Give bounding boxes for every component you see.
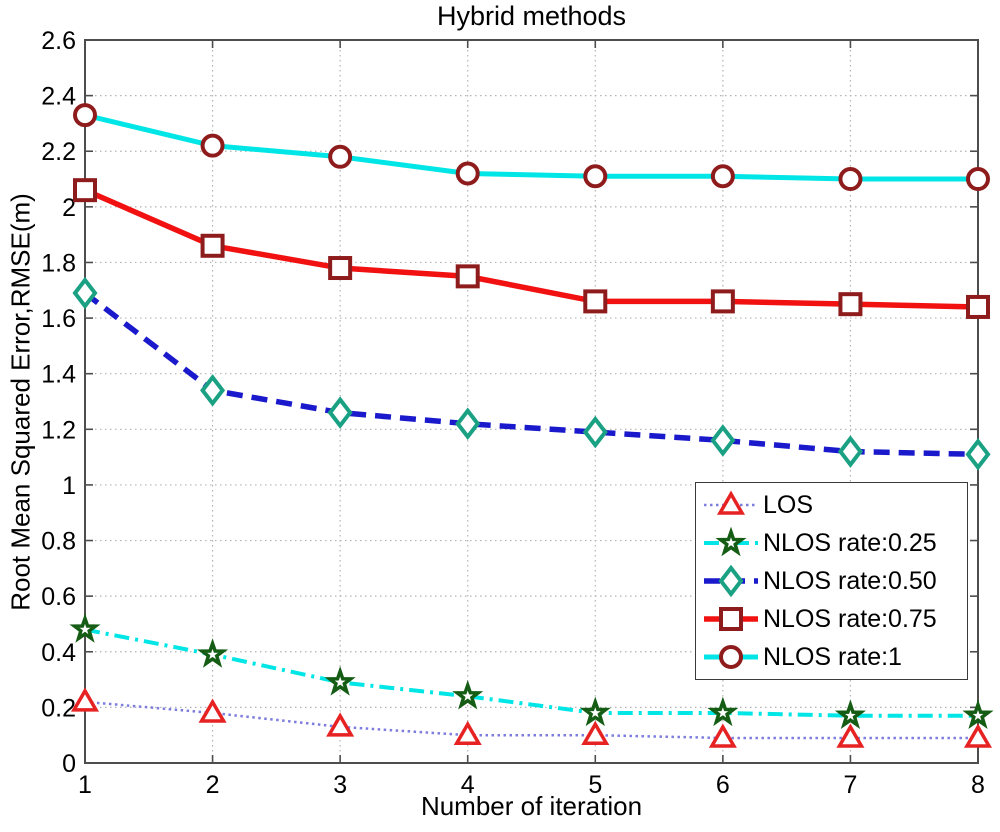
y-tick-label: 0.2 [41,694,76,722]
marker-star [834,699,866,729]
series-line-3 [83,187,979,310]
legend-sample-los-icon [704,490,758,515]
marker-star [715,526,747,557]
marker-square [719,607,743,631]
marker-square [710,289,735,314]
marker-circle [710,164,735,189]
x-tick-label: 2 [206,771,220,799]
marker-triangle [453,720,482,745]
marker-diamond [718,564,744,598]
series-line-2 [83,290,979,458]
marker-diamond [582,415,608,449]
marker-square [583,289,608,314]
marker-circle [73,103,97,128]
y-tick-label: 1 [62,472,76,500]
legend-item-nlos-1: NLOS rate:1 [702,638,967,676]
marker-circle [328,144,353,169]
y-tick-label: 1.8 [41,249,76,277]
legend-item-los: LOS [702,486,967,524]
marker-star [962,699,994,729]
legend-item-nlos-075: NLOS rate:0.75 [702,600,967,638]
marker-square [966,294,990,319]
legend-sample-nlos-1-icon [704,645,758,669]
marker-star [452,679,484,710]
series-line-0 [84,700,978,740]
marker-diamond [72,276,98,310]
marker-square [328,256,353,281]
marker-square [455,264,480,289]
marker-triangle [326,712,355,737]
marker-square [200,233,225,258]
marker-circle [200,133,225,158]
marker-star [707,696,739,727]
y-axis-label: Root Mean Squared Error,RMSE(m) [5,193,36,611]
y-tick-label: 0.4 [41,639,76,667]
x-tick-label: 6 [716,771,730,799]
marker-circle [966,167,990,192]
legend-label: NLOS rate:0.25 [763,528,937,557]
marker-triangle [198,698,227,723]
marker-diamond [837,435,863,468]
legend-label: NLOS rate:0.75 [763,604,937,633]
marker-circle [455,161,480,186]
marker-circle [719,645,743,669]
x-tick-label: 3 [333,771,347,799]
x-tick-label: 1 [78,771,92,799]
series-line-4 [84,112,978,182]
y-tick-label: 1.4 [41,361,76,389]
y-tick-label: 0.8 [41,528,76,556]
marker-diamond [200,374,226,407]
marker-diamond [965,438,991,471]
marker-star [69,613,101,643]
x-tick-label: 7 [843,771,857,799]
legend-label: NLOS rate:1 [763,642,902,671]
marker-triangle [70,687,100,712]
legend-sample-nlos-025-icon [704,526,758,557]
chart-title: Hybrid methods [436,1,627,31]
marker-triangle [708,723,737,748]
y-tick-label: 0.6 [41,583,76,611]
y-tick-label: 2.2 [41,138,76,166]
marker-circle [583,164,608,189]
marker-diamond [710,424,736,457]
legend-item-nlos-025: NLOS rate:0.25 [702,524,967,562]
x-tick-label: 8 [971,771,985,799]
legend-label: NLOS rate:0.50 [763,566,937,595]
marker-star [197,638,229,668]
marker-square [73,178,97,203]
marker-circle [838,167,863,192]
y-tick-label: 2.6 [41,27,76,55]
marker-square [838,292,863,317]
marker-star [324,666,356,696]
y-tick-label: 2 [62,194,76,222]
series-line-1 [84,627,978,718]
marker-triangle [716,490,746,515]
y-tick-label: 0 [62,750,76,778]
y-tick-label: 1.2 [41,416,76,444]
marker-triangle [963,723,993,748]
legend: LOS NLOS rate:0.25 NLOS rate:0.50 NLOS r… [695,482,968,680]
legend-sample-nlos-075-icon [704,607,758,631]
axes-box [84,39,979,764]
x-tick-label: 5 [588,771,602,799]
marker-triangle [581,720,610,745]
y-tick-label: 2.4 [41,83,76,111]
marker-diamond [327,396,353,429]
marker-diamond [455,407,481,441]
legend-item-nlos-050: NLOS rate:0.50 [702,562,967,600]
legend-label: LOS [763,490,814,519]
marker-triangle [836,723,865,748]
legend-sample-nlos-050-icon [704,564,758,598]
marker-star [579,696,611,727]
y-tick-label: 1.6 [41,305,76,333]
x-axis-label: Number of iteration [420,791,643,821]
x-tick-label: 4 [461,771,475,799]
